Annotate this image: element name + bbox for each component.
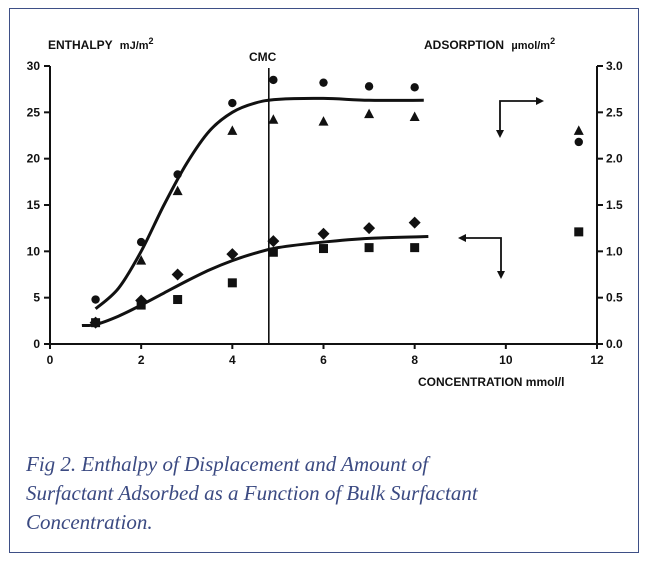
circle-marker	[410, 83, 419, 92]
left-tick-label: 15	[27, 198, 41, 212]
square-marker	[173, 295, 183, 305]
square-marker	[410, 243, 420, 253]
fit-curves	[81, 96, 429, 328]
diamond-marker	[317, 227, 330, 240]
triangle-marker	[172, 185, 183, 196]
axes: 0 5 10 15 20 25 30 0.0 0.5 1.0 1.5 2.0 2.5 3.0 0 2 4 6 8 10…	[27, 59, 623, 367]
x-tick-label: 10	[499, 353, 513, 367]
chart: 0 5 10 15 20 25 30 0.0 0.5 1.0 1.5 2.0 2.5 3.0 0 2 4 6 8 10…	[27, 36, 623, 389]
x-tick-label: 4	[229, 353, 236, 367]
left-tick-label: 0	[33, 337, 40, 351]
right-tick-label: 0.0	[606, 337, 623, 351]
x-tick-label: 6	[320, 353, 327, 367]
triangle-marker	[268, 114, 279, 124]
caption-line-2: Surfactant Adsorbed as a Function of Bul…	[26, 481, 478, 505]
circle-marker	[574, 137, 583, 147]
figure-caption: Fig 2. Enthalpy of Displacement and Amou…	[26, 450, 626, 537]
right-tick-label: 3.0	[606, 59, 623, 73]
circle-marker	[364, 82, 374, 91]
square-marker	[364, 243, 374, 253]
left-tick-label: 30	[27, 59, 41, 73]
caption-line-3: Concentration.	[26, 510, 153, 534]
triangle-marker	[318, 116, 329, 126]
square-marker	[136, 300, 146, 310]
axis-arrows	[458, 97, 544, 279]
right-tick-label: 1.0	[606, 244, 623, 258]
diamond-marker	[267, 235, 280, 248]
lower-arrow-left-head	[458, 234, 466, 242]
upper-arrow-shaft	[499, 100, 538, 132]
circle-marker	[228, 98, 237, 108]
circle-marker	[136, 237, 146, 247]
left-tick-label: 25	[27, 105, 41, 119]
triangle-marker	[136, 255, 147, 265]
x-tick-label: 0	[47, 353, 54, 367]
fit-curve	[94, 96, 424, 310]
diamond-marker	[363, 222, 376, 235]
right-tick-label: 0.5	[606, 291, 623, 305]
diamond-marker	[226, 248, 239, 261]
diamond-marker	[171, 268, 184, 281]
diamond-marker	[408, 216, 421, 229]
fit-curve	[81, 235, 429, 328]
cmc-label: CMC	[249, 50, 277, 64]
square-marker	[227, 278, 237, 288]
x-tick-label: 2	[138, 353, 145, 367]
square-marker	[268, 247, 278, 257]
circle-marker	[269, 75, 278, 85]
circle-marker	[173, 170, 182, 179]
square-marker	[91, 318, 101, 328]
triangle-marker	[227, 125, 238, 135]
right-tick-label: 2.0	[606, 152, 623, 166]
circle-marker	[319, 78, 328, 87]
square-marker	[574, 227, 584, 237]
right-axis-title: ADSORPTION µmol/m2	[424, 36, 555, 52]
square-marker	[319, 244, 328, 254]
left-tick-label: 10	[27, 244, 41, 258]
triangle-marker	[364, 108, 375, 119]
triangle-marker	[573, 125, 584, 135]
lower-arrow-down-head	[497, 271, 505, 279]
x-axis-title: CONCENTRATION mmol/l	[418, 375, 564, 389]
lower-arrow-shaft	[465, 237, 502, 272]
caption-line-1: Fig 2. Enthalpy of Displacement and Amou…	[26, 452, 429, 476]
upper-arrow-down-head	[496, 130, 504, 138]
left-axis-title: ENTHALPY mJ/m2	[48, 36, 154, 52]
x-tick-label: 12	[590, 353, 604, 367]
left-tick-label: 20	[27, 152, 41, 166]
upper-arrow-right-head	[536, 97, 544, 105]
right-tick-label: 1.5	[606, 198, 623, 212]
circle-marker	[91, 295, 100, 304]
left-tick-label: 5	[33, 291, 40, 305]
triangle-marker	[409, 111, 420, 121]
x-tick-label: 8	[411, 353, 418, 367]
data-marks	[89, 75, 584, 329]
right-tick-label: 2.5	[606, 105, 623, 119]
